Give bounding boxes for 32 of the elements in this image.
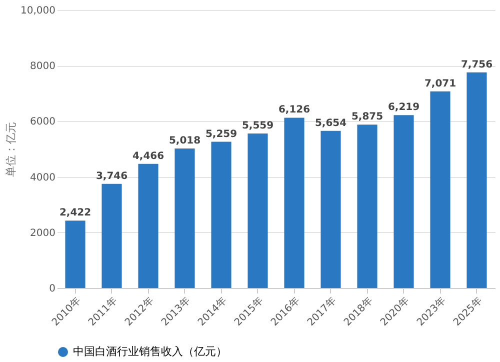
- bar: [394, 115, 414, 288]
- data-label: 5,018: [168, 136, 201, 146]
- data-label: 3,746: [96, 170, 128, 182]
- bar: [284, 118, 304, 288]
- data-label: 5,259: [205, 128, 238, 140]
- bar: [138, 164, 158, 288]
- bar: [248, 133, 268, 288]
- bar: [102, 184, 122, 288]
- data-label: 7,071: [424, 78, 456, 90]
- data-label: 7,756: [460, 59, 493, 70]
- y-tick-label: 2000: [30, 228, 56, 239]
- y-tick-label: 0: [49, 284, 56, 294]
- bar: [65, 220, 86, 288]
- y-tick-label: 10,000: [20, 6, 56, 16]
- data-label: 2,422: [59, 208, 92, 219]
- data-label: 5,559: [242, 120, 274, 132]
- data-label: 4,466: [132, 150, 164, 162]
- bar: [211, 142, 232, 288]
- y-tick-label: 6000: [30, 116, 56, 128]
- legend-label: 中国白酒行业销售收入（亿元）: [73, 345, 227, 358]
- data-label: 5,654: [314, 118, 347, 129]
- bar: [320, 130, 341, 288]
- data-label: 6,219: [388, 102, 420, 114]
- bar: [357, 124, 378, 288]
- y-tick-label: 4000: [30, 172, 56, 184]
- data-label: 6,126: [278, 104, 310, 116]
- bar: [430, 91, 450, 288]
- y-tick-label: 8000: [30, 61, 56, 72]
- data-label: 5,875: [351, 112, 384, 123]
- y-axis-title: 单位：亿元: [4, 122, 18, 177]
- bar: [174, 148, 195, 288]
- bar: [466, 72, 487, 288]
